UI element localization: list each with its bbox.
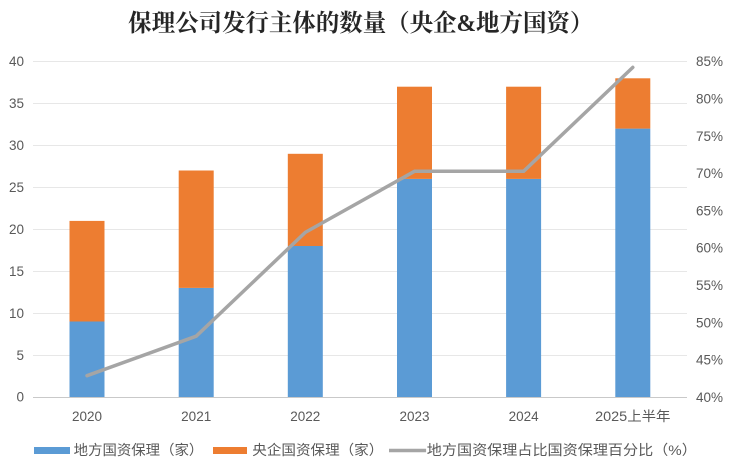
svg-text:35: 35 xyxy=(9,96,24,111)
svg-text:央企国资保理（家）: 央企国资保理（家） xyxy=(252,442,383,458)
svg-text:25: 25 xyxy=(9,180,24,195)
svg-text:20: 20 xyxy=(9,222,24,237)
svg-text:75%: 75% xyxy=(696,129,723,144)
svg-text:65%: 65% xyxy=(696,203,723,218)
svg-text:85%: 85% xyxy=(696,54,723,69)
svg-text:10: 10 xyxy=(9,306,24,321)
svg-text:2025上半年: 2025上半年 xyxy=(595,409,670,424)
svg-text:2022: 2022 xyxy=(290,409,320,424)
svg-text:30: 30 xyxy=(9,138,24,153)
svg-text:40: 40 xyxy=(9,54,24,69)
svg-text:80%: 80% xyxy=(696,92,723,107)
svg-text:55%: 55% xyxy=(696,278,723,293)
svg-text:60%: 60% xyxy=(696,241,723,256)
svg-text:0: 0 xyxy=(16,390,24,405)
svg-text:2023: 2023 xyxy=(399,409,429,424)
svg-text:50%: 50% xyxy=(696,315,723,330)
svg-text:45%: 45% xyxy=(696,353,723,368)
svg-text:2021: 2021 xyxy=(181,409,211,424)
svg-text:2020: 2020 xyxy=(72,409,102,424)
svg-text:地方国资保理占比国资保理百分比（%）: 地方国资保理占比国资保理百分比（%） xyxy=(427,442,697,458)
svg-text:40%: 40% xyxy=(696,390,723,405)
svg-text:2024: 2024 xyxy=(509,409,540,424)
svg-text:5: 5 xyxy=(16,348,24,363)
svg-text:地方国资保理（家）: 地方国资保理（家） xyxy=(74,442,204,458)
svg-text:15: 15 xyxy=(9,264,24,279)
svg-text:保理公司发行主体的数量（央企&地方国资）: 保理公司发行主体的数量（央企&地方国资） xyxy=(128,9,593,37)
svg-text:70%: 70% xyxy=(696,166,723,181)
